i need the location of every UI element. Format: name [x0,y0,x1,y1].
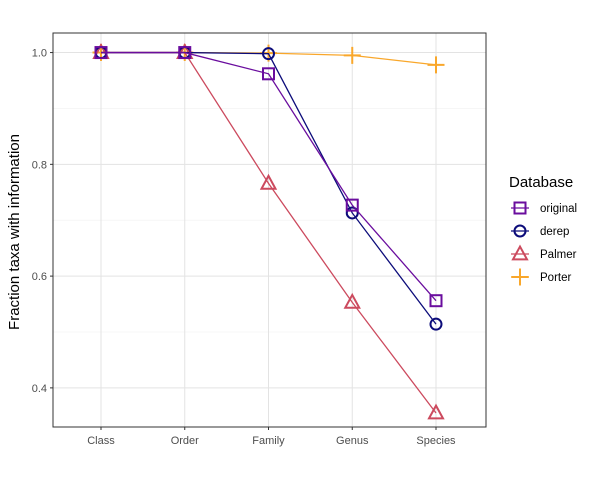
legend-label: derep [540,226,569,238]
data-point-original [262,67,275,81]
series-layer [92,43,445,420]
y-tick-label: 0.8 [32,159,47,171]
y-axis-title: Fraction taxa with information [6,134,23,330]
data-point-derep [262,47,275,61]
data-point-original [429,294,443,308]
legend-label: original [540,203,577,215]
x-tick-label: Genus [336,435,369,447]
grid [53,33,486,427]
data-point-original [345,198,359,212]
legend-item-derep: derep [511,224,569,238]
series-line-original [101,51,437,302]
axes: 0.4 0.6 0.8 1.0 Class Order Family Genus Species [32,48,456,447]
x-tick-label: Order [171,435,199,447]
x-tick-label: Class [87,435,115,447]
legend-label: Palmer [540,249,577,261]
data-point-Porter [427,56,445,74]
data-point-Palmer [343,292,361,309]
legend-items: original derep Palmer Porter [511,201,577,286]
series-original [94,46,443,308]
y-tick-label: 0.6 [32,271,47,283]
data-point-derep [429,317,443,331]
x-tick-label: Species [416,435,456,447]
data-point-original [178,46,192,60]
data-point-Palmer [259,173,278,190]
plot-panel-border [52,32,487,428]
data-point-Palmer [427,403,445,420]
data-point-derep [345,206,359,220]
legend-key-marker [513,224,527,238]
y-tick-label: 1.0 [32,48,47,60]
data-point-Porter [343,46,361,64]
x-tick-label: Family [252,435,285,447]
legend-item-Palmer: Palmer [511,244,577,261]
legend: Database original derep Palmer Porter [509,174,577,286]
legend-item-original: original [511,201,577,215]
legend-label: Porter [540,272,571,284]
data-point-original [94,46,108,60]
y-tick-label: 0.4 [32,383,47,395]
legend-title: Database [509,174,573,191]
legend-key-marker [511,244,529,261]
legend-key-marker [511,268,529,286]
legend-key-marker [513,201,527,215]
legend-item-Porter: Porter [511,268,571,286]
